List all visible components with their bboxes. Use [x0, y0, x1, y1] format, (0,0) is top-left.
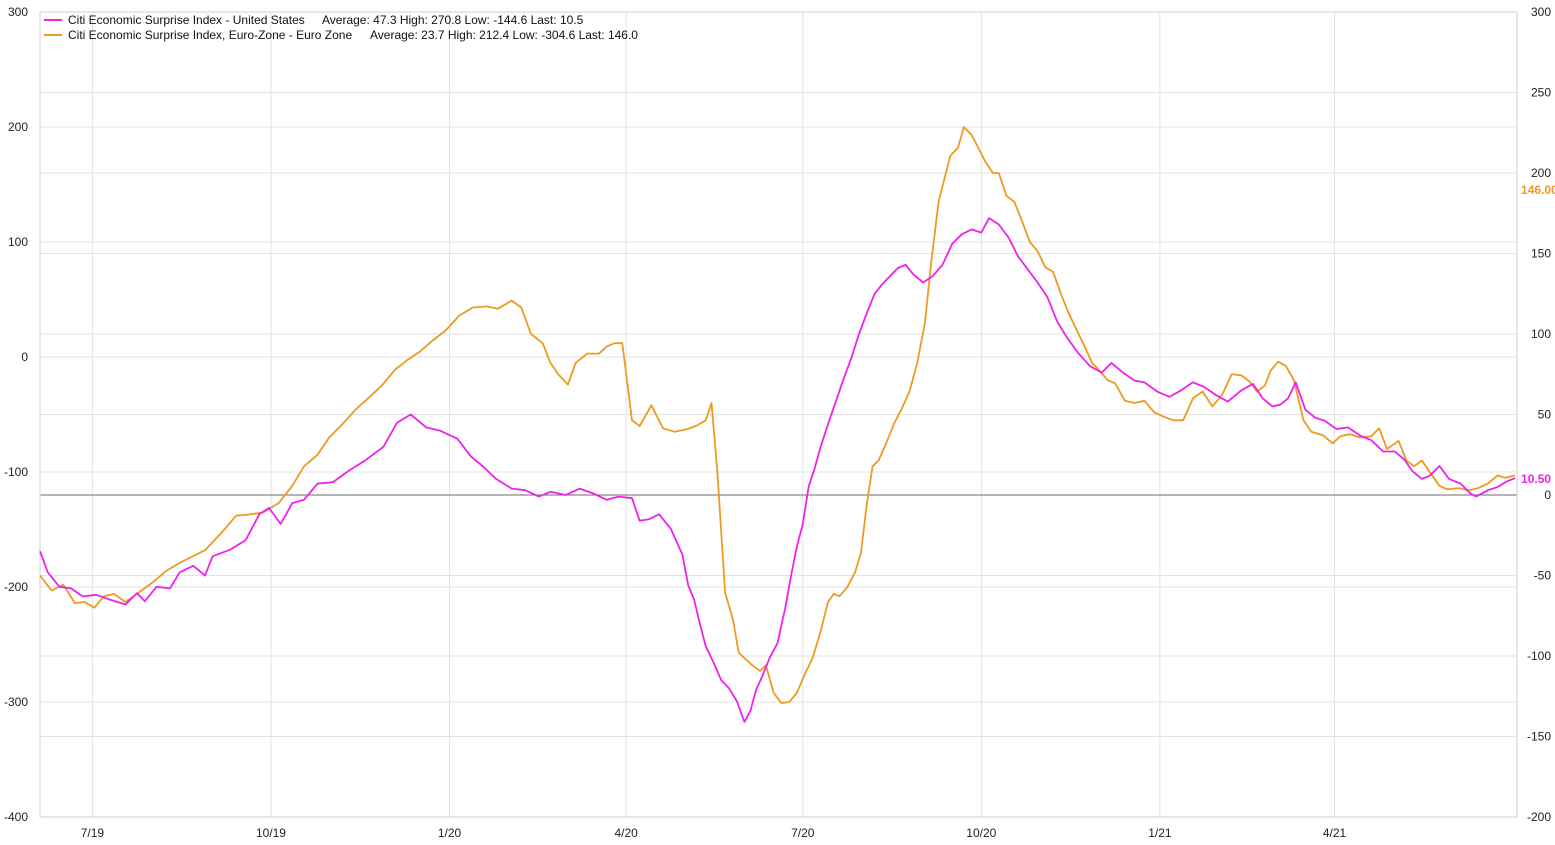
right-axis-tick-label: 150 [1531, 247, 1551, 261]
left-axis-tick-label: -100 [4, 465, 28, 479]
left-axis-tick-label: 200 [8, 120, 28, 134]
right-axis-tick-label: -100 [1527, 649, 1551, 663]
left-axis-tick-label: 0 [21, 350, 28, 364]
legend: Citi Economic Surprise Index - United St… [44, 13, 638, 42]
x-axis-tick-label: 10/19 [256, 826, 286, 840]
x-axis-tick-label: 4/20 [614, 826, 638, 840]
left-axis-tick-label: -200 [4, 580, 28, 594]
series-line-us [39, 217, 1516, 723]
legend-stats-eurozone: Average: 23.7 High: 212.4 Low: -304.6 La… [370, 28, 638, 42]
legend-entry-eurozone: Citi Economic Surprise Index, Euro-Zone … [44, 28, 638, 42]
grid-lines [40, 11, 1517, 818]
x-axis-tick-label: 1/20 [438, 826, 462, 840]
left-axis-tick-label: 100 [8, 235, 28, 249]
right-axis-tick-label: 100 [1531, 327, 1551, 341]
left-axis-tick-label: 300 [8, 5, 28, 19]
series-layer [39, 126, 1516, 723]
right-axis-tick-label: 0 [1544, 488, 1551, 502]
right-axis-tick-label: -50 [1534, 569, 1552, 583]
legend-label-us: Citi Economic Surprise Index - United St… [68, 13, 305, 27]
legend-stats-us: Average: 47.3 High: 270.8 Low: -144.6 La… [322, 13, 584, 27]
right-axis-tick-label: -150 [1527, 730, 1551, 744]
plot-frame [39, 11, 1518, 818]
right-axis-tick-label: 50 [1538, 408, 1552, 422]
left-axis-tick-label: -300 [4, 695, 28, 709]
last-value-label-eurozone: 146.00 [1521, 183, 1555, 197]
x-axis: 7/19 10/19 1/20 4/20 7/20 10/20 1/21 4/21 [81, 826, 1347, 840]
x-axis-tick-label: 1/21 [1148, 826, 1172, 840]
legend-label-eurozone: Citi Economic Surprise Index, Euro-Zone … [68, 28, 352, 42]
right-axis-tick-label: 200 [1531, 166, 1551, 180]
right-axis-tick-label: 300 [1531, 5, 1551, 19]
x-axis-tick-label: 10/20 [966, 826, 996, 840]
last-value-label-us: 10.50 [1521, 472, 1551, 486]
x-axis-tick-label: 4/21 [1323, 826, 1347, 840]
right-axis-tick-label: -200 [1527, 810, 1551, 824]
series-line-eurozone [39, 126, 1516, 704]
x-axis-tick-label: 7/19 [81, 826, 105, 840]
right-axis-tick-label: 250 [1531, 86, 1551, 100]
left-axis: 300 200 100 0 -100 -200 -300 -400 [4, 5, 28, 824]
left-axis-tick-label: -400 [4, 810, 28, 824]
x-axis-tick-label: 7/20 [791, 826, 815, 840]
right-axis: 300 250 200 150 100 50 0 -50 -100 -150 -200 [1527, 5, 1551, 824]
legend-entry-us: Citi Economic Surprise Index - United St… [44, 13, 584, 27]
